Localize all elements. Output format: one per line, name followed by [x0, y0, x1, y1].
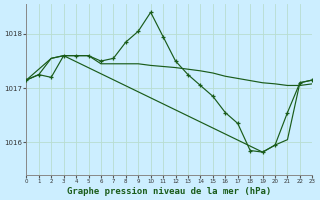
X-axis label: Graphe pression niveau de la mer (hPa): Graphe pression niveau de la mer (hPa) [67, 187, 271, 196]
